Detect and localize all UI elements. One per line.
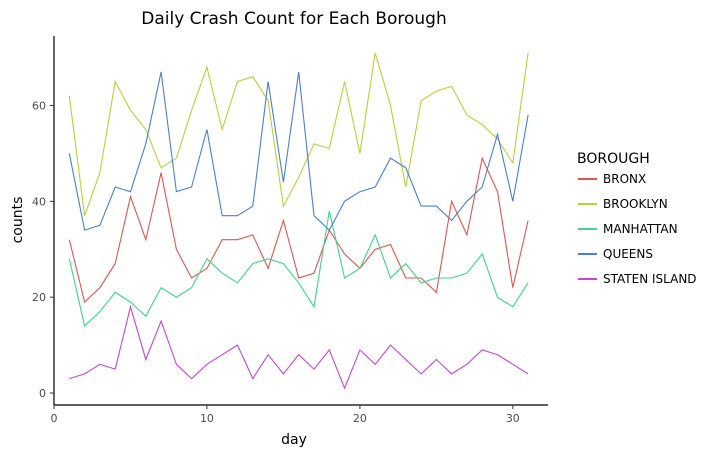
x-tick-label: 20 [353,412,367,425]
series-line-staten-island [69,304,529,390]
legend-item-queens: QUEENS [578,247,653,261]
legend-label: BROOKLYN [603,197,668,211]
series-layer [68,52,529,390]
legend: BOROUGH BRONX BROOKLYN MANHATTAN QUEENS STAT… [577,151,697,286]
legend-label: BRONX [603,172,646,186]
series-line-manhattan [68,210,529,327]
x-axis-label: day [281,432,307,448]
legend-item-bronx: BRONX [578,172,646,186]
legend-item-manhattan: MANHATTAN [578,222,678,236]
y-tick-label: 20 [32,291,46,304]
legend-label: STATEN ISLAND [603,272,697,286]
legend-label: QUEENS [603,247,653,261]
x-axis-ticks: 0 10 20 30 [51,405,520,425]
x-tick-label: 30 [506,412,520,425]
y-tick-label: 40 [32,195,46,208]
chart-title: Daily Crash Count for Each Borough [141,9,447,29]
legend-item-brooklyn: BROOKLYN [578,197,668,211]
series-line-brooklyn [68,52,529,216]
y-tick-label: 60 [32,99,46,112]
x-tick-label: 10 [200,412,214,425]
legend-title: BOROUGH [577,151,650,167]
x-tick-label: 0 [51,412,58,425]
legend-items: BRONX BROOKLYN MANHATTAN QUEENS STATEN ISLAN… [578,172,697,286]
legend-item-staten-island: STATEN ISLAND [578,272,697,286]
plot-area: 0 10 20 30 0 20 40 60 [32,36,548,425]
series-line-queens [68,71,529,231]
legend-label: MANHATTAN [603,222,678,236]
y-axis-ticks: 0 20 40 60 [32,99,54,400]
y-tick-label: 0 [39,387,46,400]
series-line-bronx [68,156,529,304]
y-axis-label: counts [10,197,26,244]
